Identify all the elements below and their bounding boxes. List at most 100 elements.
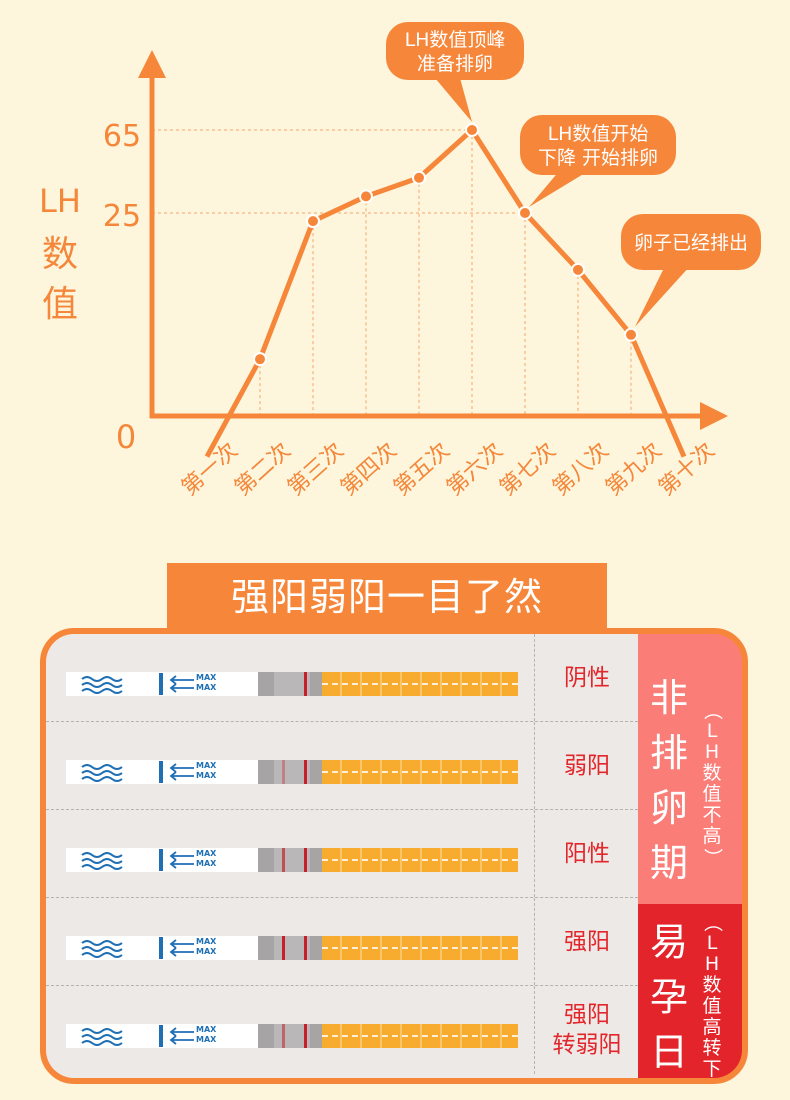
result-row: MAX MAX 弱阳 <box>46 722 638 810</box>
max-label-2: MAX <box>196 859 217 868</box>
control-line <box>304 672 307 696</box>
y-label-line2: 数 <box>42 234 78 275</box>
max-label-1: MAX <box>196 849 217 858</box>
test-strip: MAX MAX <box>66 936 526 960</box>
callout-text: LH数值顶峰 <box>405 29 506 51</box>
result-rows: MAX MAX 阴性 MAX MAX 弱阳 MAX MAX 阳性 MAX MAX 强阳 MAX MAX 强阳… <box>46 634 638 1078</box>
result-label-cell: 阳性 <box>534 810 639 897</box>
side-note-char: H <box>704 953 720 975</box>
result-label-cell: 阴性 <box>534 634 639 721</box>
callout-pointer <box>529 170 590 207</box>
max-line-marker <box>159 673 163 695</box>
callout-text: 卵子已经排出 <box>634 232 748 254</box>
result-label-cell: 弱阳 <box>534 722 639 809</box>
side-note-char: 不 <box>702 804 722 826</box>
y-tick-25: 25 <box>103 199 141 234</box>
result-label: 阳性 <box>564 841 610 867</box>
callout-box <box>621 214 761 270</box>
side-big-char: 日 <box>649 1030 688 1074</box>
result-row: MAX MAX 强阳 <box>46 898 638 986</box>
y-label-line3: 值 <box>42 284 78 325</box>
side-big-char: 孕 <box>649 975 688 1019</box>
section-title: 强阳弱阳一目了然 <box>167 563 607 631</box>
side-big-char: 卵 <box>649 786 688 830</box>
side-note-char: ） <box>701 847 724 867</box>
waves-icon <box>81 940 123 958</box>
callout-box <box>386 22 524 80</box>
y-label-line1: LH <box>39 182 81 220</box>
arrow-left-icon <box>169 1027 194 1045</box>
max-line-marker <box>159 761 163 783</box>
side-note-char: （ <box>701 912 724 932</box>
max-label: MAX MAX <box>196 761 220 781</box>
result-label: 阴性 <box>564 665 610 691</box>
x-tick-label: 第十次 <box>654 438 720 501</box>
result-row: MAX MAX 阴性 <box>46 634 638 722</box>
result-row: MAX MAX 阳性 <box>46 810 638 898</box>
side-note-char: 高 <box>702 1016 722 1038</box>
x-tick-label: 第三次 <box>283 438 349 501</box>
strip-absorbent-end <box>322 760 518 784</box>
side-note-char: 值 <box>702 783 722 805</box>
waves-icon <box>81 1028 123 1046</box>
side-note-char: 转 <box>702 1037 722 1059</box>
data-point-8 <box>571 262 585 277</box>
callout-pointer <box>435 78 472 122</box>
control-line <box>304 1024 307 1048</box>
side-big-char: 排 <box>649 731 688 775</box>
side-big-char: 非 <box>649 676 688 720</box>
data-point-7 <box>518 206 532 220</box>
side-note-char: （ <box>701 700 724 720</box>
arrow-left-icon <box>169 939 194 957</box>
waves-icon <box>81 764 123 782</box>
non-ovulation-panel: 非排卵期 （L H 数值不高） <box>638 634 742 904</box>
side-note-char: ） <box>702 1079 723 1085</box>
arrow-left-icon <box>169 675 194 693</box>
max-label-1: MAX <box>196 937 217 946</box>
x-tick-label: 第四次 <box>336 438 402 501</box>
max-label-2: MAX <box>196 771 217 780</box>
result-label-cell: 强阳 <box>534 898 639 985</box>
y-tick-0: 0 <box>116 418 136 456</box>
data-point-5 <box>412 170 426 185</box>
x-tick-label: 第八次 <box>548 438 614 501</box>
result-panel: MAX MAX 阴性 MAX MAX 弱阳 MAX MAX 阳性 MAX MAX 强阳 MAX MAX 强阳… <box>40 628 748 1084</box>
side-note-char: L <box>706 932 718 954</box>
max-label-2: MAX <box>196 1035 217 1044</box>
callout-text: 下降 开始排卵 <box>538 147 658 169</box>
side-note-char: H <box>704 741 720 763</box>
max-line-marker <box>159 849 163 871</box>
y-tick-65: 65 <box>103 119 141 154</box>
callout-3: 卵子已经排出 <box>621 214 761 327</box>
x-axis-arrow <box>700 402 728 430</box>
x-tick-label: 第五次 <box>389 438 455 501</box>
max-label: MAX MAX <box>196 937 220 957</box>
result-label-cell: 强阳 转弱阳 <box>534 986 639 1074</box>
result-label: 转弱阳 <box>552 1032 622 1058</box>
max-label-2: MAX <box>196 683 217 692</box>
max-label: MAX MAX <box>196 1025 220 1045</box>
strip-absorbent-end <box>322 848 518 872</box>
max-label-1: MAX <box>196 761 217 770</box>
lh-line-chart: LH 数 值 0 25 65 第一次第二次第三次第四次第五次第六次第七次第八次第… <box>39 22 761 501</box>
result-label: 弱阳 <box>564 753 610 779</box>
max-label: MAX MAX <box>196 673 220 693</box>
data-point-3 <box>306 214 320 229</box>
callout-text: LH数值开始 <box>548 123 649 145</box>
control-line <box>304 760 307 784</box>
strip-absorbent-end <box>322 1024 518 1048</box>
data-point-9 <box>624 327 638 342</box>
side-note-char: 下 <box>702 1058 722 1080</box>
control-line <box>304 936 307 960</box>
chart-gridlines <box>152 129 632 416</box>
result-label: 强阳 <box>564 1002 610 1028</box>
data-point-6 <box>465 123 479 137</box>
test-strip: MAX MAX <box>66 848 526 872</box>
max-label-2: MAX <box>196 947 217 956</box>
result-label: 强阳 <box>564 929 610 955</box>
side-note-char: 值 <box>702 995 722 1017</box>
side-note-char: L <box>706 720 718 742</box>
arrow-left-icon <box>169 763 194 781</box>
